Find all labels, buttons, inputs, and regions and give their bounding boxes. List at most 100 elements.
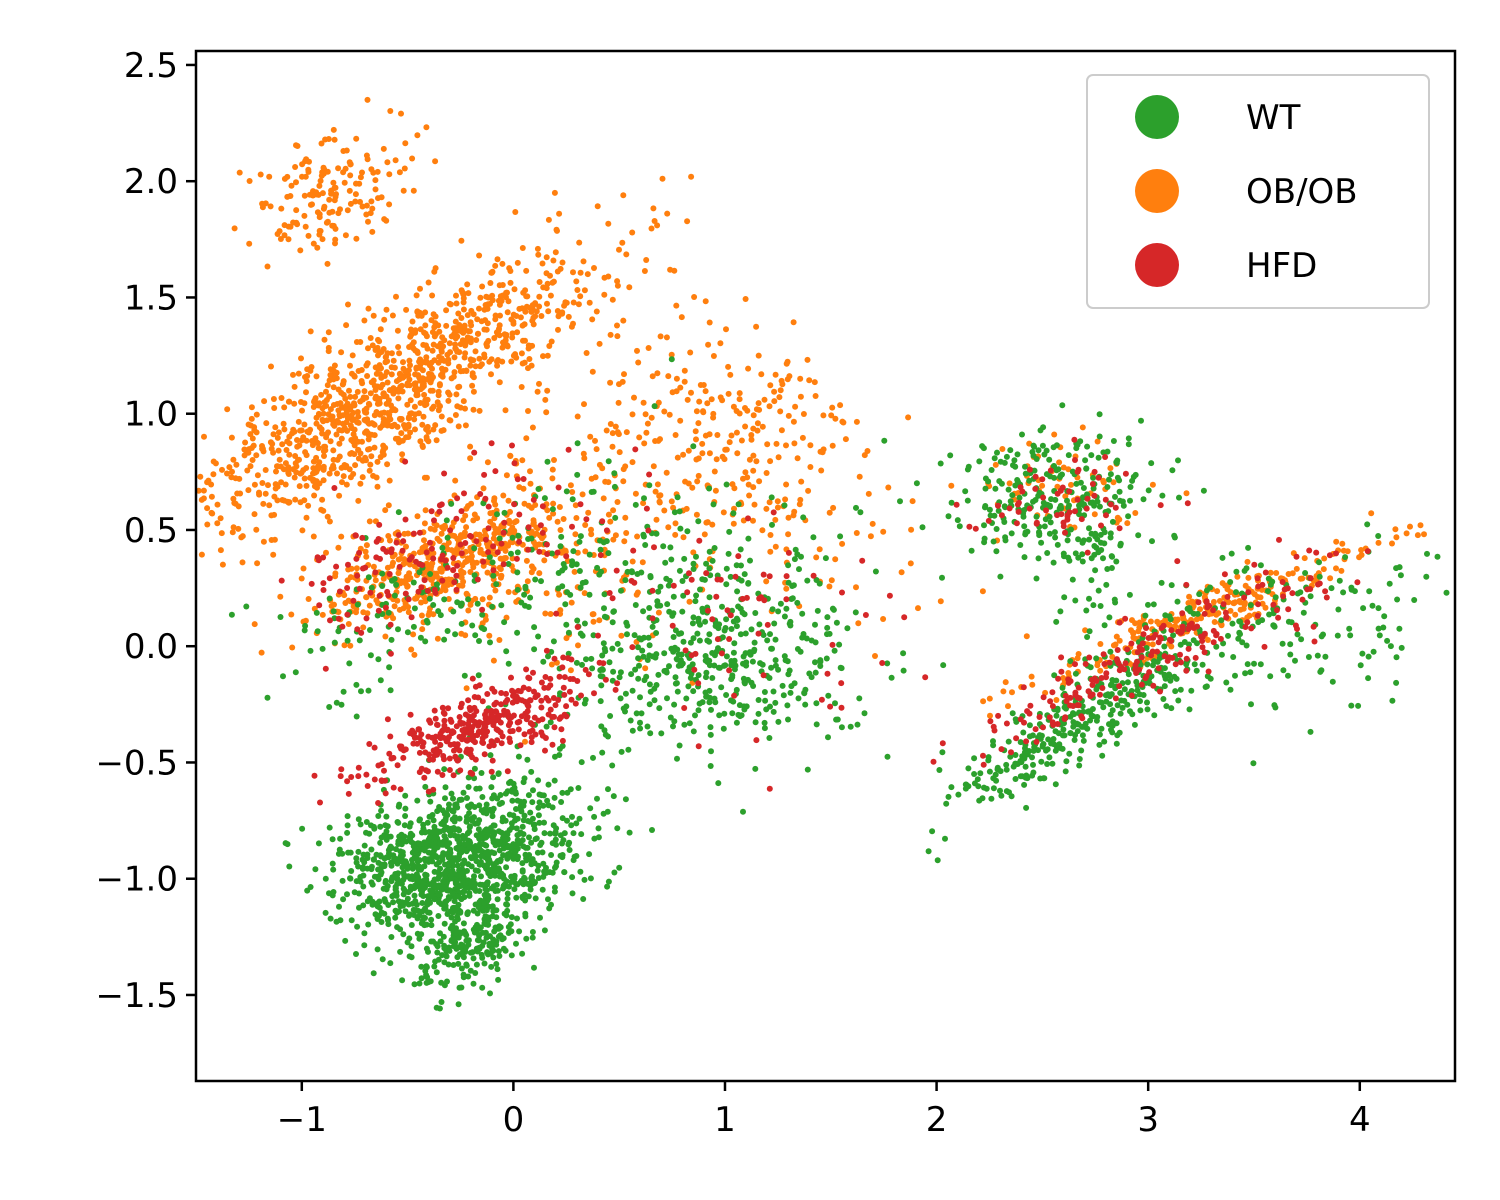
data-point xyxy=(301,192,308,199)
data-point xyxy=(477,363,484,370)
data-point xyxy=(693,408,700,415)
data-point xyxy=(441,920,448,927)
data-point xyxy=(517,798,524,805)
data-point xyxy=(280,466,287,473)
data-point xyxy=(1072,732,1079,738)
data-point xyxy=(621,371,627,378)
data-point xyxy=(412,371,419,378)
data-point xyxy=(1041,523,1048,530)
data-point xyxy=(492,587,499,594)
data-point xyxy=(560,837,567,844)
data-point xyxy=(1100,477,1107,484)
data-point xyxy=(1072,550,1079,557)
data-point xyxy=(623,619,630,626)
data-point xyxy=(956,523,963,530)
data-point xyxy=(690,443,697,450)
data-point xyxy=(327,406,334,413)
data-point xyxy=(575,785,582,791)
data-point xyxy=(424,345,431,352)
data-point xyxy=(880,528,887,535)
data-point xyxy=(466,890,473,896)
data-point xyxy=(305,596,312,602)
data-point xyxy=(1108,553,1115,560)
data-point xyxy=(471,884,478,891)
data-point xyxy=(331,362,338,369)
data-point xyxy=(433,834,440,841)
data-point xyxy=(281,175,288,182)
data-point xyxy=(640,608,647,615)
data-point xyxy=(463,524,470,531)
data-point xyxy=(340,380,347,387)
data-point xyxy=(486,594,493,601)
data-point xyxy=(379,956,386,963)
data-point xyxy=(634,347,640,354)
data-point xyxy=(610,793,617,800)
data-point xyxy=(482,850,489,857)
data-point xyxy=(679,608,686,615)
data-point xyxy=(527,468,533,475)
data-point xyxy=(1090,474,1097,481)
data-point xyxy=(435,891,442,898)
data-point xyxy=(419,444,426,450)
data-point xyxy=(527,480,534,487)
data-point xyxy=(228,474,235,481)
data-point xyxy=(372,577,379,584)
data-point xyxy=(275,429,282,436)
data-point xyxy=(374,168,381,175)
data-point xyxy=(441,766,448,773)
data-point xyxy=(251,427,258,434)
data-point xyxy=(1149,538,1155,545)
data-point xyxy=(779,381,786,388)
data-point xyxy=(572,502,579,509)
data-point xyxy=(529,815,536,822)
data-point xyxy=(430,842,437,848)
data-point xyxy=(1066,557,1073,564)
data-point xyxy=(359,169,365,176)
data-point xyxy=(442,587,449,594)
data-point xyxy=(622,514,629,521)
data-point xyxy=(248,415,255,422)
data-point xyxy=(528,362,535,369)
data-point xyxy=(302,449,309,456)
data-point xyxy=(937,460,944,467)
data-point xyxy=(540,658,547,665)
data-point xyxy=(496,535,503,542)
data-point xyxy=(783,442,789,449)
data-point xyxy=(1149,481,1156,488)
data-point xyxy=(430,817,437,824)
data-point xyxy=(1062,768,1069,775)
data-point xyxy=(452,412,459,418)
data-point xyxy=(569,874,576,881)
data-point xyxy=(671,718,678,725)
data-point xyxy=(745,580,752,587)
data-point xyxy=(1029,449,1036,455)
data-point xyxy=(365,345,371,352)
data-point xyxy=(360,902,367,909)
data-point xyxy=(594,564,601,571)
data-point xyxy=(293,207,300,214)
data-point xyxy=(980,698,987,705)
data-point xyxy=(342,232,349,239)
data-point xyxy=(484,569,491,576)
data-point xyxy=(285,223,292,230)
data-point xyxy=(485,921,492,928)
data-point xyxy=(396,415,403,422)
data-point xyxy=(414,879,421,886)
data-point xyxy=(467,569,474,575)
data-point xyxy=(1175,457,1181,464)
data-point xyxy=(632,602,639,608)
data-point xyxy=(411,563,418,570)
data-point xyxy=(346,660,353,667)
data-point xyxy=(442,902,449,909)
data-point xyxy=(580,896,587,902)
data-point xyxy=(674,494,681,501)
data-point xyxy=(388,371,395,378)
data-point xyxy=(690,614,697,621)
data-point xyxy=(346,387,352,394)
data-point xyxy=(1008,530,1015,537)
data-point xyxy=(621,538,628,545)
data-point xyxy=(512,880,519,887)
data-point xyxy=(539,260,546,267)
data-point xyxy=(501,875,507,882)
data-point xyxy=(1091,551,1098,558)
